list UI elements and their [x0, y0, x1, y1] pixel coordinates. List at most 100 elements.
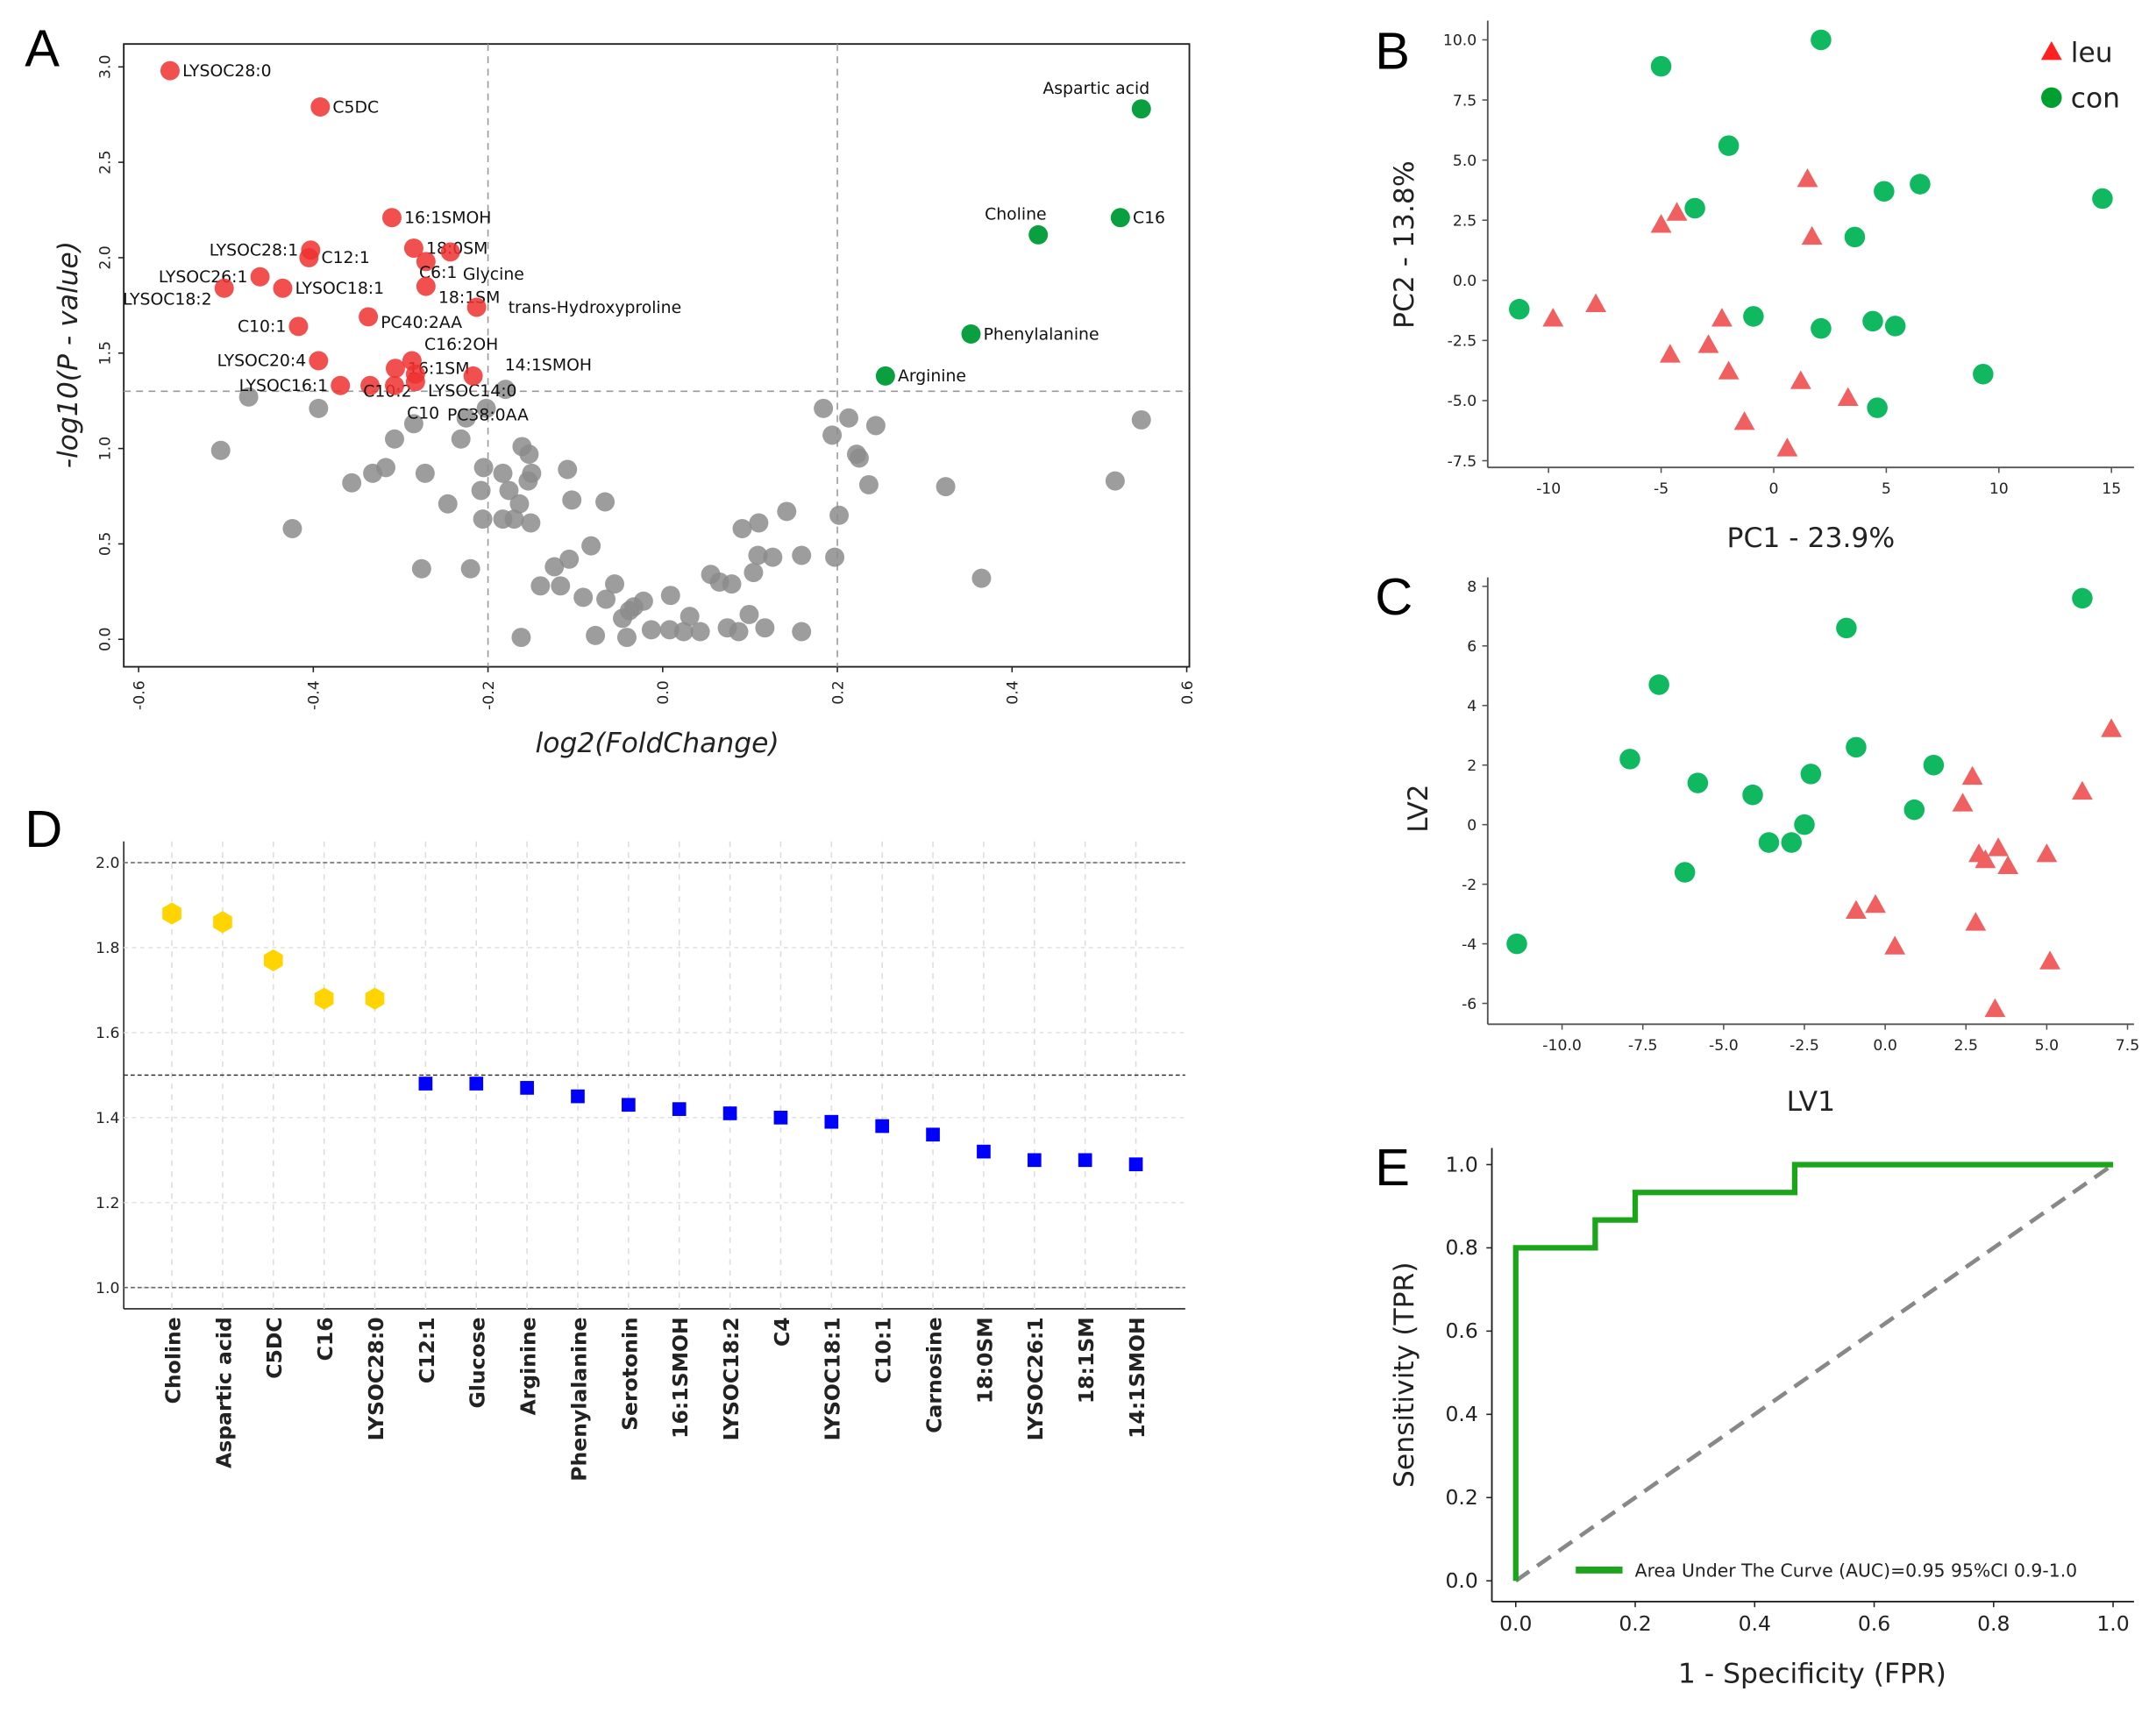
panel-c-plsda-plot: -10.0 -7.5 -5.0 -2.5 0.0 2.5 5.0 7.5 -6 -4 -2 0 2 4 6 8…	[1403, 577, 2139, 1118]
y-tick-label: 0.4	[1445, 1402, 1477, 1426]
circle-marker	[1718, 135, 1740, 156]
y-tick-label: 0.5	[96, 532, 114, 556]
point-label: LYSOC16:1	[239, 377, 329, 395]
point-label: C10:1	[238, 318, 286, 337]
y-tick-label: 8	[1467, 579, 1476, 596]
nonsignificant-point	[660, 586, 680, 606]
point-label: LYSOC20:4	[217, 352, 307, 371]
triangle-marker	[1790, 370, 1811, 389]
circle-marker	[2072, 587, 2093, 609]
square-marker	[773, 1110, 788, 1125]
legend-label: con	[2071, 82, 2120, 114]
point-label: 16:1SMOH	[404, 210, 491, 228]
significant-point	[250, 267, 270, 287]
triangle-marker	[1837, 387, 1859, 406]
nonsignificant-point	[605, 574, 625, 594]
panel-d-vip-plot: Choline Aspartic acid C5DC C16 LYSOC28:0 C12:…	[96, 841, 1185, 1482]
significant-point	[359, 307, 379, 327]
triangle-marker	[1797, 168, 1818, 188]
x-tick-label: 5.0	[2035, 1037, 2059, 1055]
nonsignificant-point	[732, 519, 752, 538]
triangle-marker	[1865, 893, 1886, 913]
nonsignificant-point	[476, 398, 496, 418]
x-tick-label: -0.4	[306, 680, 324, 710]
nonsignificant-point	[511, 628, 531, 648]
nonsignificant-point	[499, 480, 519, 501]
triangle-marker	[2039, 950, 2060, 970]
nonsignificant-point	[690, 622, 710, 642]
category-label: 14:1SMOH	[1125, 1317, 1149, 1439]
triangle-marker	[2036, 843, 2058, 863]
panel-letter-c: C	[1375, 567, 1412, 626]
nonsignificant-point	[596, 589, 616, 609]
triangle-marker	[1952, 793, 1974, 812]
x-tick-label: 10	[1989, 480, 2009, 498]
y-tick-label: 1.5	[96, 341, 114, 365]
category-label: Serotonin	[617, 1317, 642, 1431]
y-tick-label: -5.0	[1448, 393, 1477, 410]
point-label: Arginine	[898, 367, 966, 386]
significant-point	[310, 97, 331, 117]
x-axis-label: 1 - Specificity (FPR)	[1678, 1658, 1946, 1689]
nonsignificant-point	[460, 558, 480, 579]
panel-b-pca-plot: -10 -5 0 5 10 15 10.0 7.5 5.0 2.5 0.0 -2.5 -5.0 -7.5 l…	[1389, 20, 2134, 554]
nonsignificant-point	[749, 513, 769, 533]
circle-marker	[1844, 226, 1866, 248]
square-marker	[1078, 1153, 1092, 1168]
x-tick-label: -7.5	[1628, 1037, 1658, 1055]
nonsignificant-point	[849, 448, 869, 468]
circle-marker	[2092, 188, 2113, 210]
triangle-marker	[2072, 780, 2093, 800]
significant-point	[288, 316, 309, 337]
square-marker	[722, 1106, 737, 1120]
nonsignificant-point	[495, 380, 516, 400]
triangle-marker	[1697, 334, 1719, 353]
y-tick-label: 2.5	[1453, 212, 1476, 230]
triangle-marker	[1650, 214, 1672, 233]
nonsignificant-point	[551, 576, 571, 596]
nonsignificant-point	[522, 463, 542, 483]
nonsignificant-point	[822, 425, 843, 445]
point-label: LYSOC28:1	[210, 242, 299, 260]
y-tick-label: -2	[1462, 877, 1476, 894]
significant-point	[416, 276, 436, 296]
panel-a-volcano-plot: -0.6 -0.4 -0.2 0.0 0.2 0.4 0.6 0.0 0.5 1.0 1.5 2.0 2…	[53, 43, 1197, 759]
point-label: PC40:2AA	[381, 314, 462, 332]
square-marker	[1027, 1153, 1042, 1168]
nonsignificant-point	[493, 463, 513, 483]
y-tick-label: 6	[1467, 638, 1476, 656]
circle-marker	[1862, 310, 1883, 332]
point-label: LYSOC14:0	[428, 382, 517, 401]
x-axis-label: log2(FoldChange)	[536, 728, 779, 759]
circle-marker	[1742, 784, 1763, 806]
x-axis-label: PC1 - 23.9%	[1727, 522, 1896, 554]
significant-point	[331, 375, 351, 395]
significant-point	[382, 208, 402, 228]
nonsignificant-point	[792, 622, 812, 642]
significant-point	[416, 252, 436, 272]
point-label: C5DC	[332, 98, 379, 117]
square-marker	[520, 1081, 534, 1095]
triangle-marker	[1961, 765, 1983, 785]
circle-marker	[1687, 772, 1709, 793]
point-label: trans-Hydroxyproline	[509, 299, 681, 317]
hexagon-marker	[365, 987, 385, 1010]
legend-circle-marker	[2041, 87, 2062, 109]
nonsignificant-point	[309, 398, 329, 418]
significant-point	[214, 278, 234, 298]
category-label: LYSOC18:2	[719, 1317, 744, 1440]
x-tick-label: -5	[1654, 480, 1669, 498]
square-marker	[1128, 1157, 1143, 1171]
point-label: LYSOC18:2	[123, 291, 212, 309]
category-label: Choline	[160, 1317, 185, 1404]
x-tick-label: 0.0	[1873, 1037, 1896, 1055]
nonsignificant-point	[473, 458, 494, 478]
y-tick-label: -2.5	[1448, 333, 1477, 351]
circle-marker	[1758, 832, 1780, 853]
circle-marker	[1794, 814, 1815, 835]
significant-point	[299, 247, 319, 267]
triangle-marker	[1733, 411, 1755, 430]
nonsignificant-point	[559, 549, 580, 569]
plot-frame	[123, 43, 1191, 668]
